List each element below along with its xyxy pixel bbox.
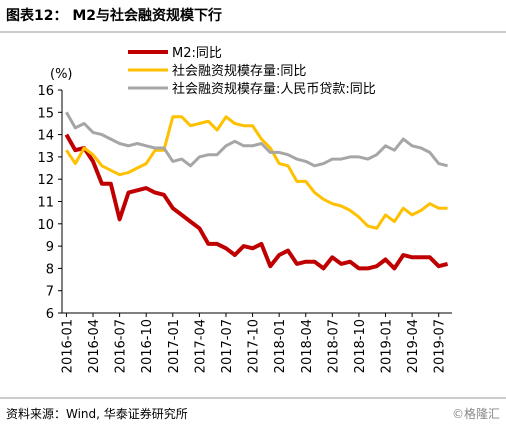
x-tick-label: 2017-10 (247, 319, 262, 373)
legend-label: 社会融资规模存量:人民币贷款:同比 (172, 81, 376, 97)
y-tick-label: 6 (46, 307, 54, 322)
y-tick-label: 14 (37, 129, 54, 144)
series-line (64, 133, 449, 271)
y-unit: (%) (50, 67, 73, 82)
x-tick-label: 2016-01 (60, 319, 75, 373)
x-tick-label: 2019-01 (380, 319, 395, 373)
x-tick-label: 2016-07 (114, 319, 129, 373)
y-tick-label: 13 (37, 151, 54, 166)
y-tick-label: 16 (37, 84, 54, 99)
x-tick-label: 2019-07 (433, 319, 448, 373)
y-tick-label: 7 (46, 285, 54, 300)
watermark: ©格隆汇 (452, 406, 500, 421)
x-tick-label: 2017-01 (167, 319, 182, 373)
legend-label: M2:同比 (172, 46, 222, 61)
chart-title: 图表12： M2与社会融资规模下行 (6, 7, 222, 24)
y-tick-label: 11 (37, 196, 54, 211)
x-tick-label: 2017-07 (220, 319, 235, 373)
x-tick-label: 2018-10 (353, 319, 368, 373)
x-tick-label: 2016-10 (140, 319, 155, 373)
x-tick-label: 2019-04 (406, 319, 421, 373)
y-tick-label: 9 (46, 240, 54, 255)
y-tick-label: 8 (46, 262, 54, 277)
y-tick-label: 15 (37, 106, 54, 121)
series-line (65, 111, 448, 168)
x-tick-label: 2017-04 (193, 319, 208, 373)
x-tick-label: 2018-01 (273, 319, 288, 373)
legend-label: 社会融资规模存量:同比 (172, 63, 306, 79)
source: 资料来源：Wind, 华泰证券研究所 (6, 406, 188, 421)
y-tick-label: 12 (37, 173, 54, 188)
y-tick-label: 10 (37, 218, 54, 233)
x-tick-label: 2018-07 (326, 319, 341, 373)
series-line (65, 115, 448, 230)
x-tick-label: 2018-04 (300, 319, 315, 373)
x-tick-label: 2016-04 (87, 319, 102, 373)
